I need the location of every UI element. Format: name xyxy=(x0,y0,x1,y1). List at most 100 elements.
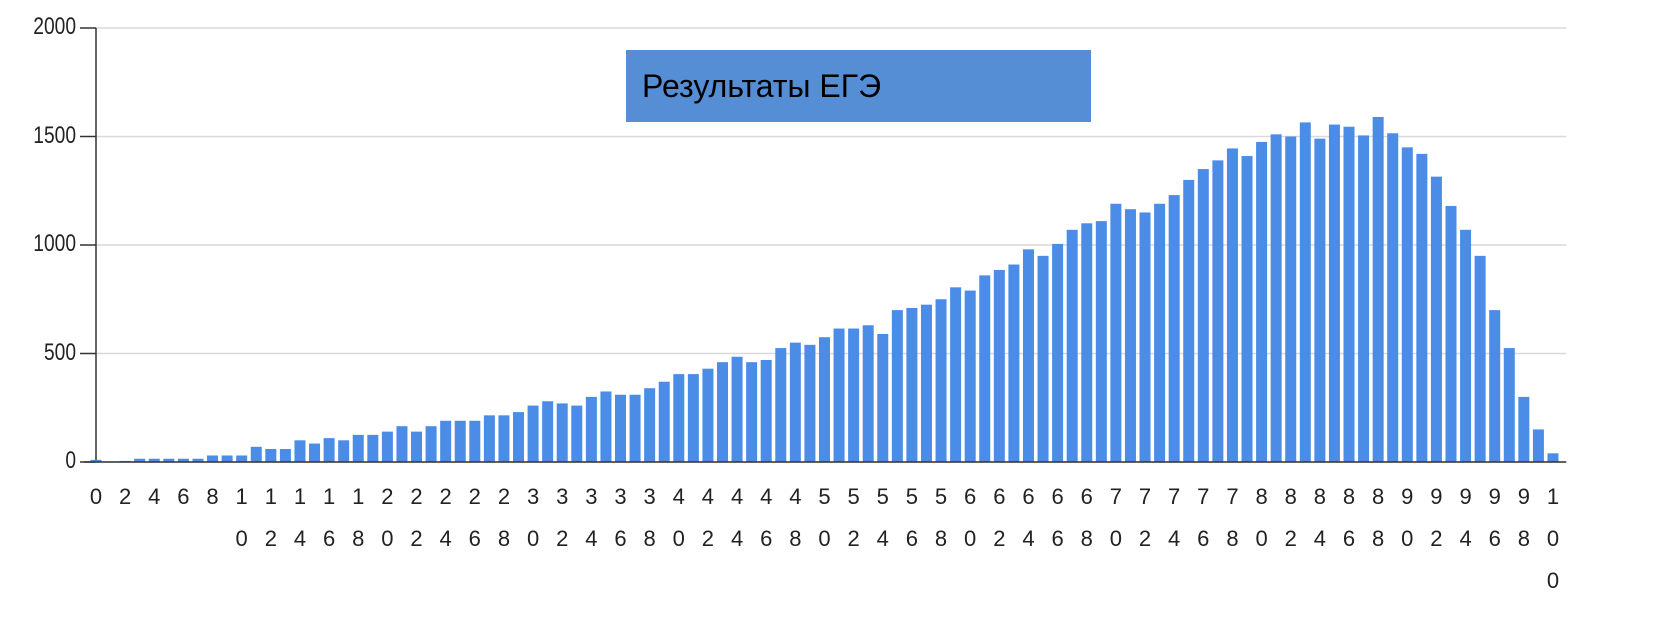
bar xyxy=(1328,124,1340,462)
bar xyxy=(644,388,656,462)
bar xyxy=(396,426,408,462)
bar xyxy=(513,412,525,462)
bar xyxy=(629,394,641,462)
x-tick-label: 24 xyxy=(439,484,452,551)
bar xyxy=(1358,135,1370,463)
bar xyxy=(542,401,554,462)
x-tick-label: 92 xyxy=(1430,484,1443,551)
x-tick-label: 90 xyxy=(1401,484,1414,551)
bar xyxy=(571,405,583,462)
x-tick-label: 80 xyxy=(1255,484,1268,551)
bar xyxy=(600,391,612,462)
bar xyxy=(1489,310,1501,462)
x-tick-label: 100 xyxy=(1546,484,1560,593)
bar xyxy=(1445,205,1457,462)
y-tick-label: 0 xyxy=(65,447,76,474)
bar xyxy=(833,328,845,462)
bar xyxy=(731,356,743,462)
bar xyxy=(1052,243,1064,462)
bar xyxy=(891,310,903,462)
x-tick-label: 16 xyxy=(322,484,336,551)
x-tick-label: 38 xyxy=(643,484,656,551)
x-tick-label: 12 xyxy=(264,484,277,551)
chart-title: Результаты ЕГЭ xyxy=(626,50,1091,122)
bar xyxy=(498,415,510,462)
x-tick-label: 94 xyxy=(1459,484,1472,551)
bar xyxy=(1503,348,1515,462)
bar xyxy=(1197,169,1209,463)
bar xyxy=(804,344,816,462)
x-tick-label: 58 xyxy=(934,484,948,551)
bar xyxy=(1372,116,1384,462)
bar xyxy=(1110,203,1122,462)
bar xyxy=(789,342,801,462)
bar xyxy=(877,333,889,462)
x-tick-label: 72 xyxy=(1138,484,1152,551)
bar xyxy=(192,458,204,462)
x-tick-label: 82 xyxy=(1284,484,1297,551)
bar xyxy=(309,443,321,462)
x-tick-label: 98 xyxy=(1517,484,1530,551)
bar xyxy=(1256,141,1268,463)
x-tick-label: 10 xyxy=(235,484,248,551)
bar xyxy=(615,394,627,462)
x-tick-label: 40 xyxy=(672,484,685,551)
bar xyxy=(702,368,714,462)
bar xyxy=(1547,453,1559,462)
bar xyxy=(294,440,306,462)
bar xyxy=(1532,429,1544,462)
bar xyxy=(527,405,539,462)
bar xyxy=(134,458,146,462)
bar xyxy=(993,269,1005,462)
bar xyxy=(236,455,248,462)
bar xyxy=(1299,122,1311,463)
bar xyxy=(148,458,160,462)
bar xyxy=(1066,229,1078,462)
x-tick-label: 88 xyxy=(1372,484,1385,551)
x-tick-label: 22 xyxy=(410,484,423,551)
bar xyxy=(1022,249,1034,462)
bar xyxy=(1518,396,1530,462)
x-tick-label: 54 xyxy=(876,484,889,551)
x-tick-label: 36 xyxy=(614,484,627,551)
bar xyxy=(1285,136,1297,462)
x-tick-label: 18 xyxy=(352,484,365,551)
bar xyxy=(920,304,932,462)
bar xyxy=(1314,138,1326,463)
bar xyxy=(454,420,466,462)
bar xyxy=(367,434,379,462)
bar xyxy=(848,328,860,462)
bar xyxy=(411,431,423,462)
bar xyxy=(1270,134,1282,462)
bar xyxy=(716,362,728,462)
x-tick-label: 44 xyxy=(730,484,744,551)
bar xyxy=(1095,221,1107,462)
x-tick-label: 50 xyxy=(818,484,831,551)
bar xyxy=(1212,160,1224,462)
x-tick-label: 64 xyxy=(1022,484,1035,551)
bar xyxy=(906,307,918,462)
bar xyxy=(177,458,189,462)
bar xyxy=(250,446,262,462)
bar xyxy=(1183,179,1195,462)
x-tick-label: 52 xyxy=(847,484,860,551)
x-tick-label: 56 xyxy=(905,484,919,551)
bar xyxy=(950,287,962,462)
bar xyxy=(352,434,364,462)
x-tick-label: 74 xyxy=(1168,484,1181,551)
bar xyxy=(760,360,772,462)
bar xyxy=(818,337,830,462)
x-tick-label: 42 xyxy=(701,484,715,551)
bar xyxy=(483,415,495,462)
bar xyxy=(425,426,437,462)
x-tick-label: 6 xyxy=(177,484,190,509)
bar xyxy=(221,455,233,462)
bar xyxy=(1401,147,1413,462)
x-tick-label: 76 xyxy=(1197,484,1210,551)
bar xyxy=(775,348,787,462)
x-tick-label: 20 xyxy=(381,484,394,551)
x-tick-label: 30 xyxy=(526,484,540,551)
bar xyxy=(1168,195,1180,462)
x-tick-label: 78 xyxy=(1226,484,1239,551)
bar xyxy=(585,396,597,462)
